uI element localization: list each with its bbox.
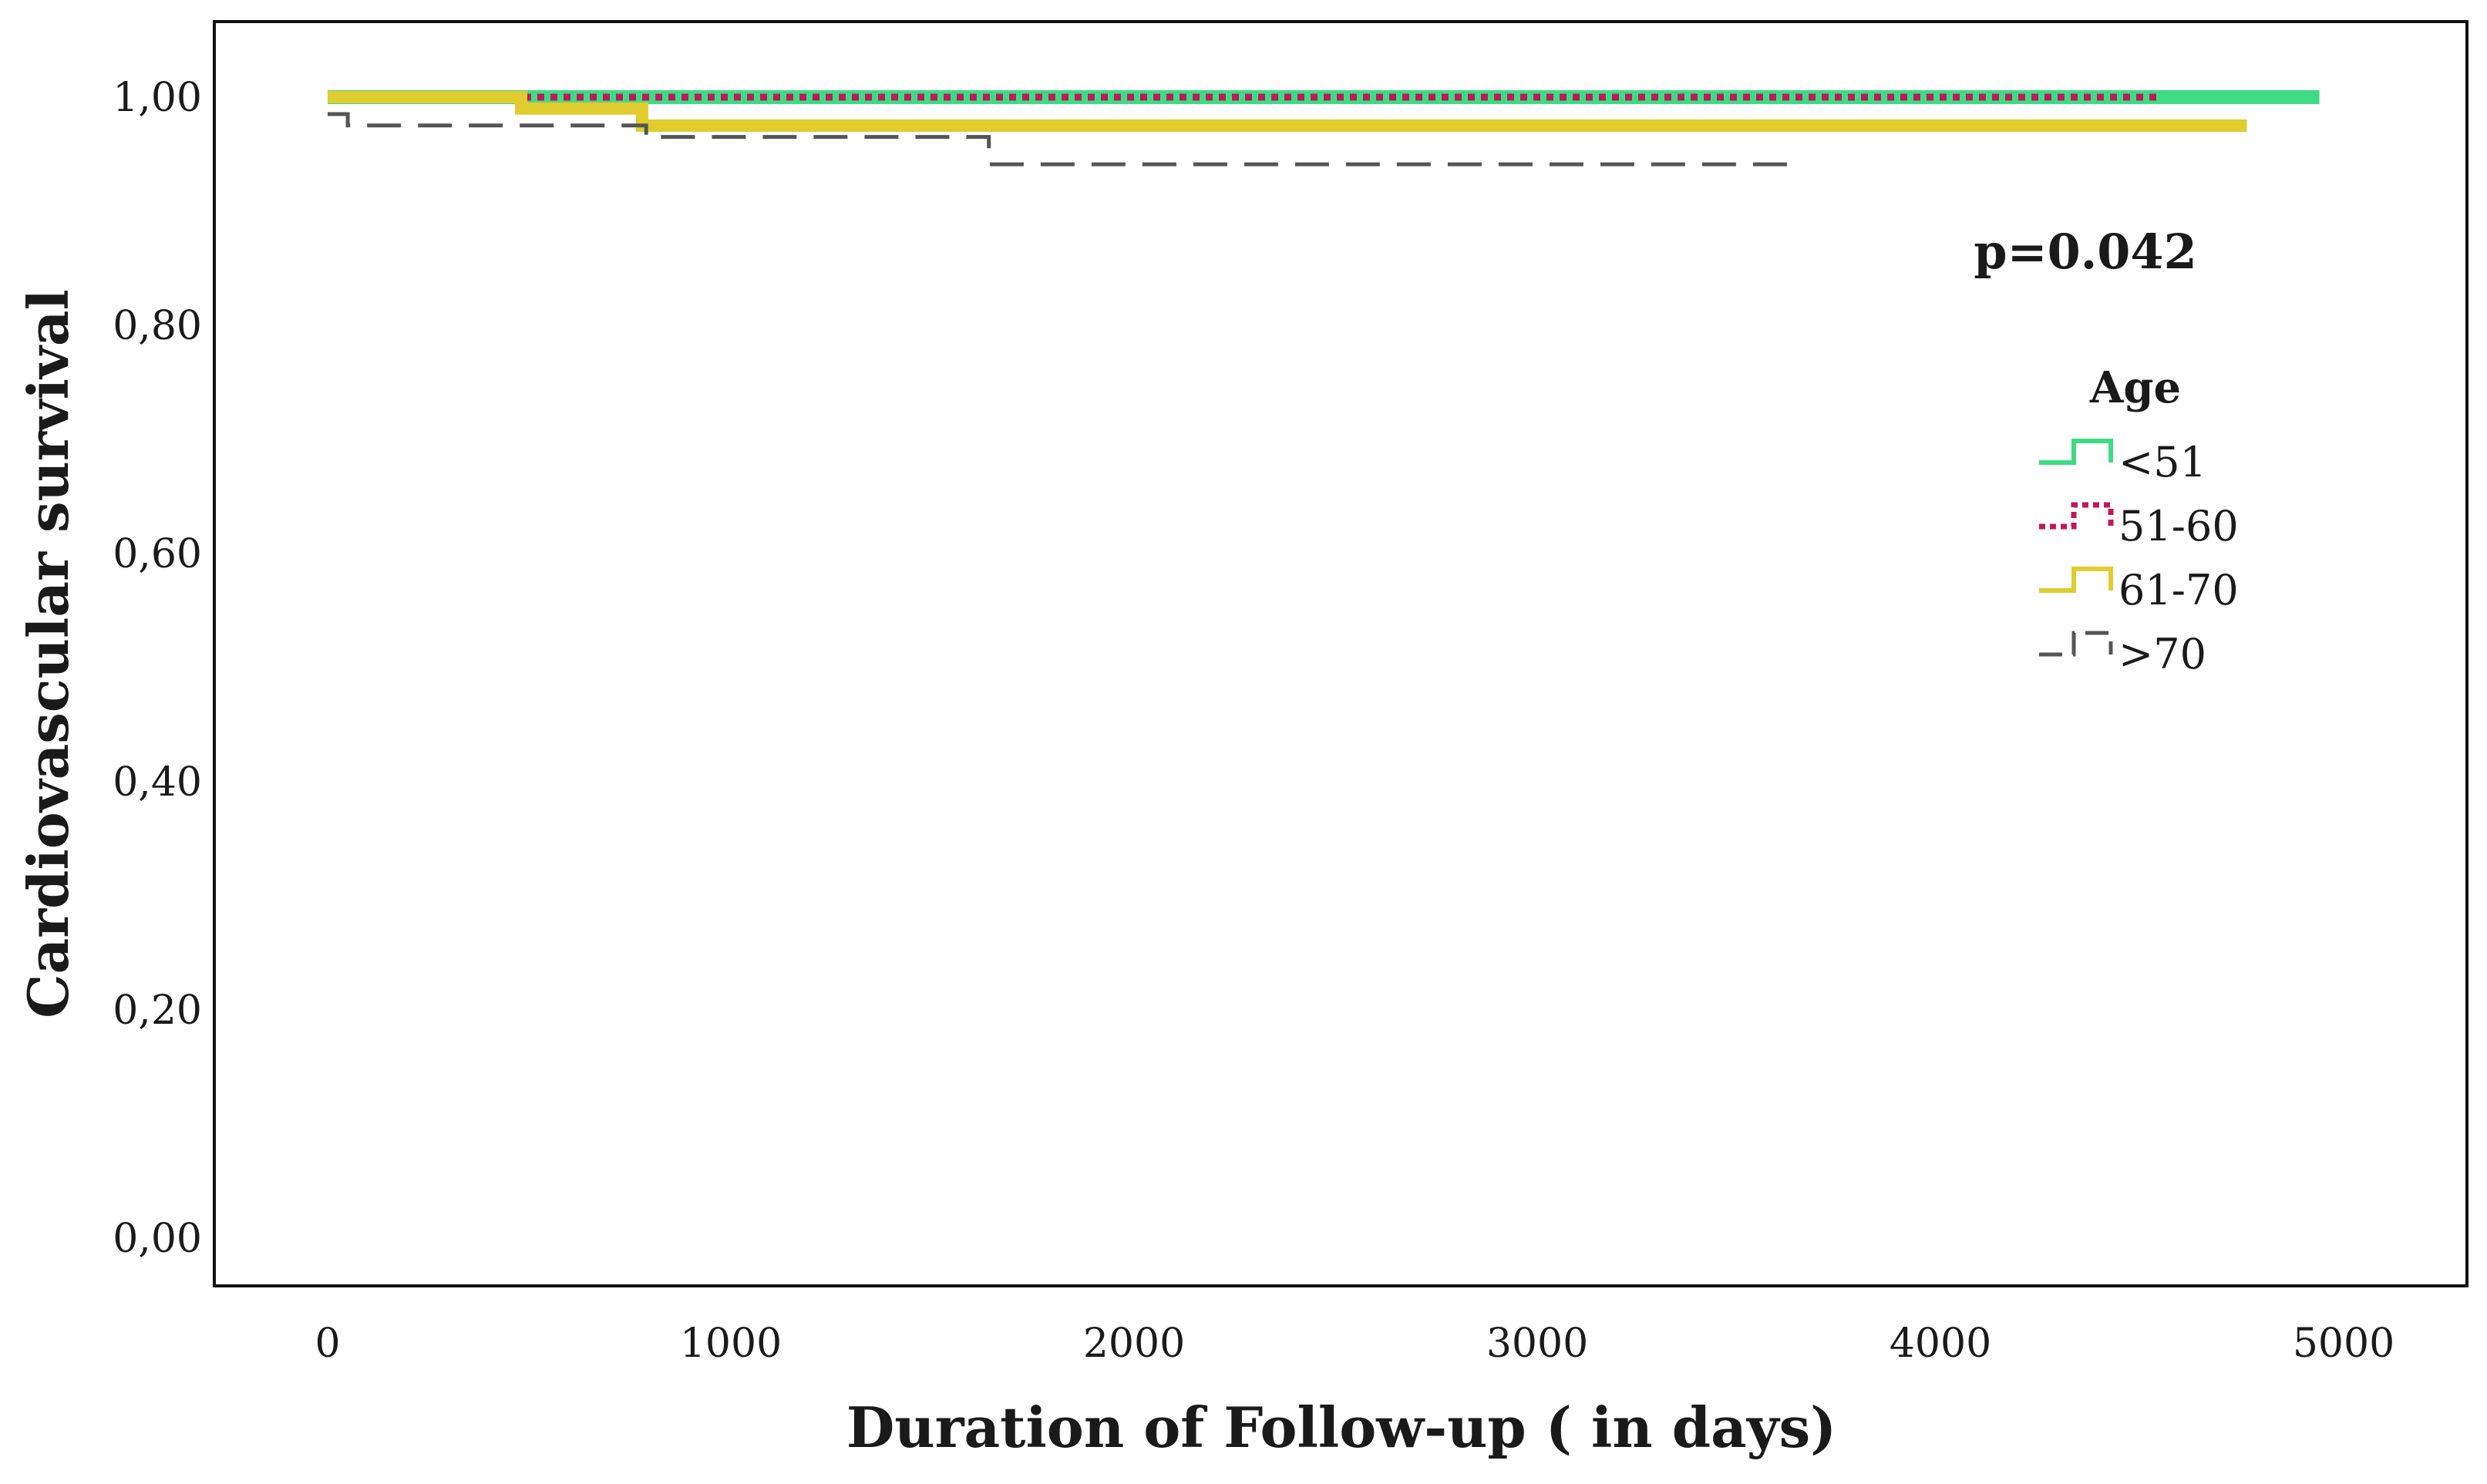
x-tick-label: 2000 [1083,1321,1185,1367]
legend-entry-label: 51-60 [2118,502,2239,550]
p-value-annotation: p=0.042 [1974,224,2196,280]
x-tick-label: 4000 [1890,1321,1991,1367]
legend-entry-label: 61-70 [2118,566,2239,614]
series-layer [328,90,2320,167]
legend-swatch [2039,502,2114,530]
y-tick-label: 1,00 [113,75,202,121]
y-tick-label: 0,00 [113,1216,202,1262]
x-axis-title: Duration of Follow-up ( in days) [846,1395,1836,1460]
legend-swatch [2039,439,2113,465]
series-line [328,112,1788,167]
legend-entry-label: >70 [2118,630,2206,678]
legend-title: Age [2089,362,2181,413]
series-line [328,91,2247,132]
plot-frame [213,20,2468,1287]
y-axis-title: Cardiovascular survival [15,289,81,1018]
y-tick-label: 0,20 [113,988,202,1034]
y-tick-label: 0,40 [113,759,202,806]
x-axis-ticks: 0 1000 2000 3000 4000 5000 [315,1321,2394,1367]
y-tick-label: 0,60 [113,531,202,577]
x-tick-label: 0 [315,1321,340,1367]
x-tick-label: 1000 [680,1321,782,1367]
legend-items: <51 51-60 61-70 >70 [2039,438,2239,678]
y-axis-ticks: 0,00 0,20 0,40 0,60 0,80 1,00 [113,75,202,1262]
y-tick-label: 0,80 [113,303,202,349]
x-tick-label: 3000 [1486,1321,1588,1367]
legend: Age <51 51-60 61-70 >70 [2039,362,2239,678]
legend-entry-label: <51 [2118,438,2206,486]
x-tick-label: 5000 [2293,1321,2394,1367]
legend-swatch [2039,567,2113,593]
legend-swatch [2039,631,2113,657]
